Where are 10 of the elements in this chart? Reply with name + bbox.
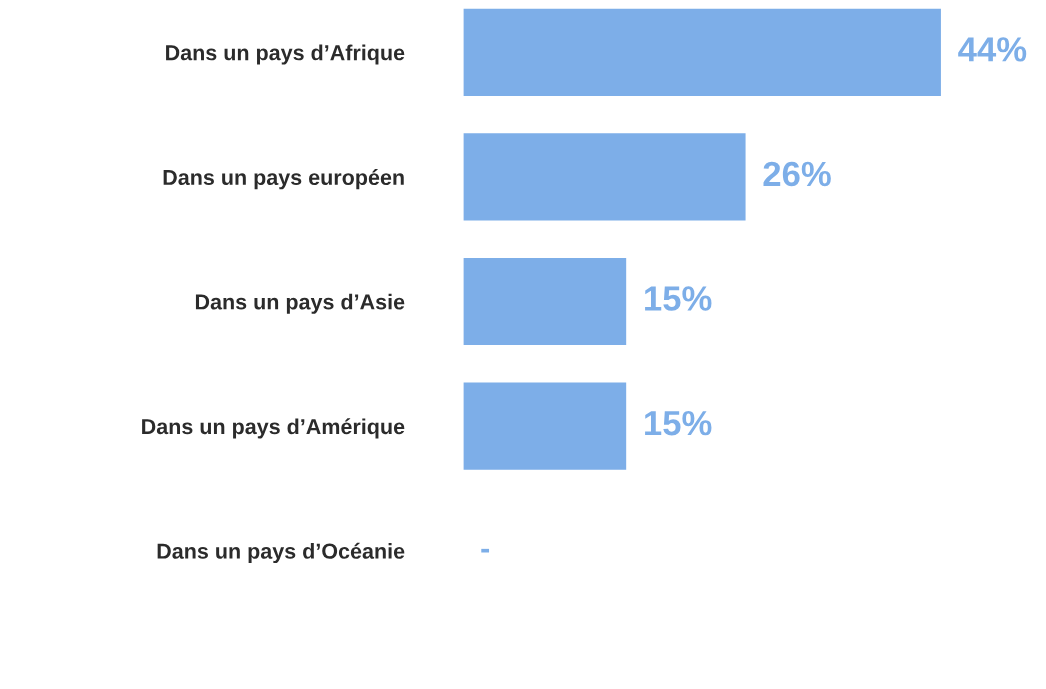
data-label: 26% — [763, 161, 831, 187]
data-label: 15% — [645, 410, 712, 436]
y-tick-label: Dans un pays européen — [163, 169, 404, 190]
y-tick-label: Dans un pays d’Asie — [195, 293, 405, 314]
y-tick-label: Dans un pays d’Afrique — [166, 44, 405, 65]
data-label: 15% — [645, 286, 712, 311]
y-tick-label: Dans un pays d’Amérique — [142, 418, 405, 439]
data-label: 44% — [958, 37, 1027, 62]
y-tick-label: Dans un pays d’Océanie — [157, 542, 405, 564]
text: - — [481, 548, 490, 553]
